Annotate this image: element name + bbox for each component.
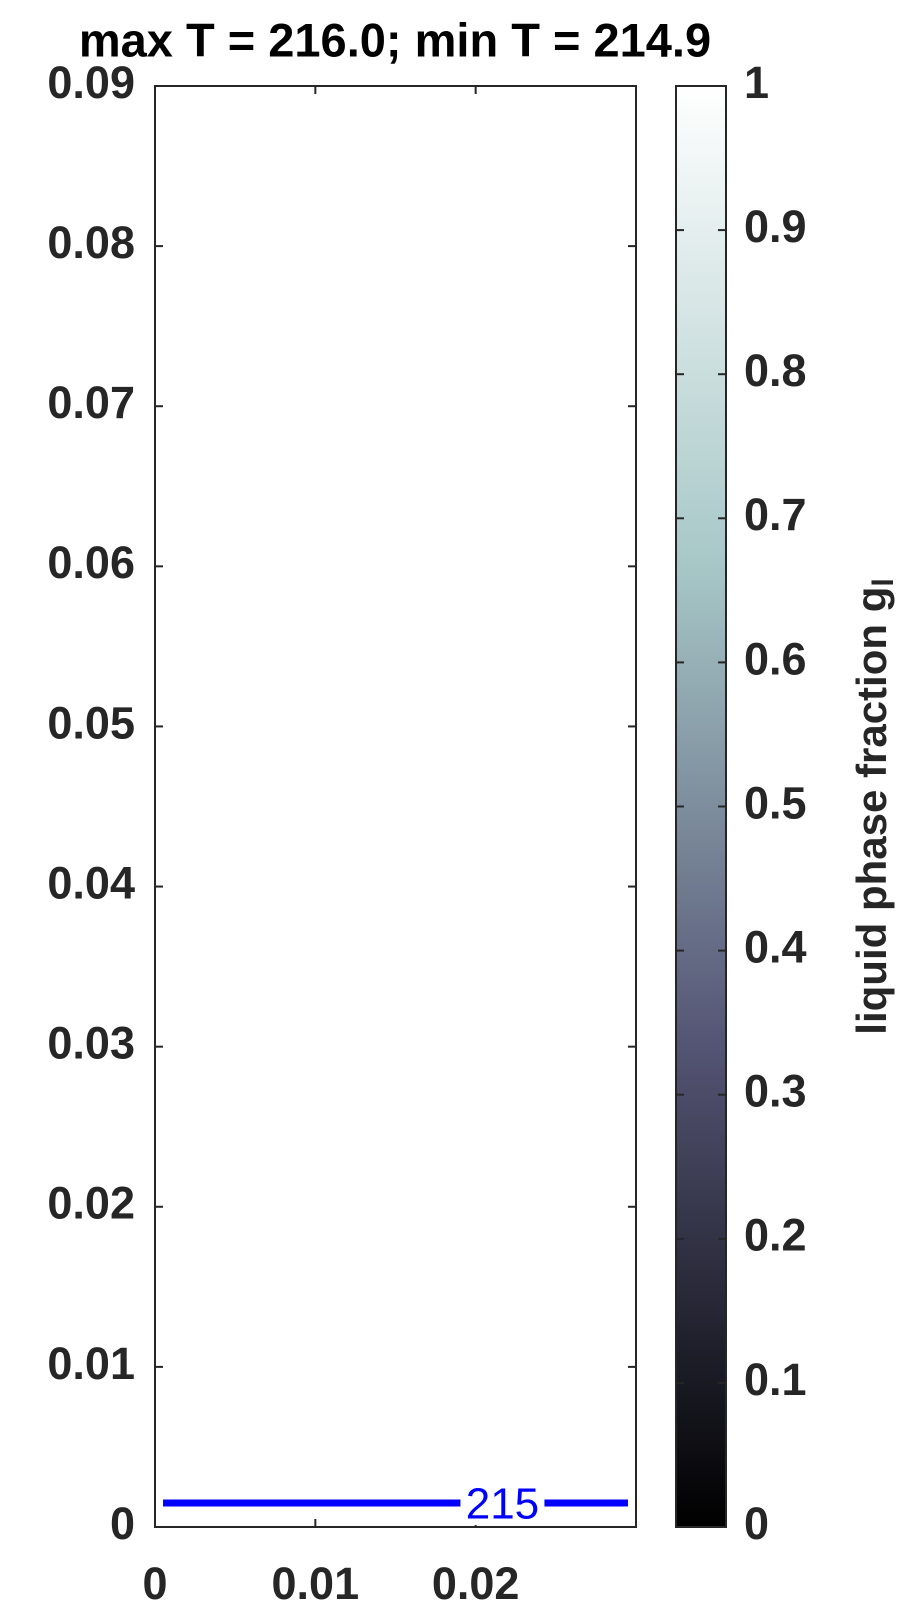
y-tick-label: 0.04 [47,857,135,908]
y-tick-label: 0.02 [47,1178,135,1229]
y-tick-label: 0.05 [47,697,135,748]
x-tick-label: 0.02 [432,1558,520,1609]
colorbar-tick-label: 0.6 [744,633,807,684]
contour-label-bg [460,1480,545,1525]
colorbar-tick-label: 0.1 [744,1354,807,1405]
y-tick-label: 0 [110,1498,135,1549]
x-tick-label: 0 [142,1558,167,1609]
colorbar-tick-label: 0.3 [744,1066,807,1117]
colorbar-tick-label: 0 [744,1498,769,1549]
colorbar-tick-label: 0.4 [744,921,807,972]
colorbar-label: liquid phase fraction gl [848,578,900,1034]
y-tick-label: 0.07 [47,377,135,428]
colorbar-tick-label: 1 [744,57,769,108]
x-tick-label: 0.01 [272,1558,360,1609]
plot-area [154,85,637,1528]
colorbar-tick-label: 0.9 [744,201,807,252]
y-tick-label: 0.08 [47,217,135,268]
y-tick-label: 0.09 [47,57,135,108]
colorbar-tick-label: 0.8 [744,345,807,396]
colorbar-tick-label: 0.7 [744,489,807,540]
colorbar-tick-label: 0.2 [744,1210,807,1261]
y-tick-label: 0.01 [47,1338,135,1389]
y-tick-label: 0.06 [47,537,135,588]
colorbar-tick-label: 0.5 [744,777,807,828]
colorbar-label-text: liquid phase fraction g [848,587,895,1035]
contour-label: 215 [466,1480,539,1529]
colorbar-label-subscript: l [867,578,900,586]
chart-title: max T = 216.0; min T = 214.9 [79,13,711,66]
y-tick-label: 0.03 [47,1018,135,1069]
